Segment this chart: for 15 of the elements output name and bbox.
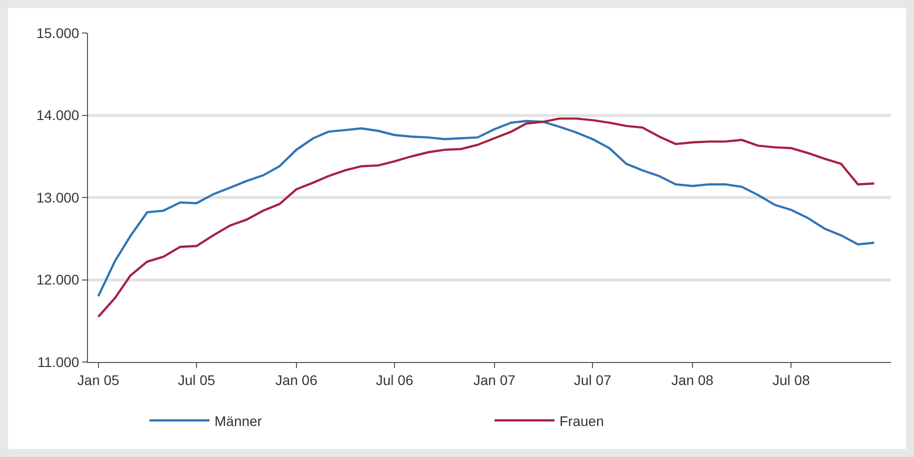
y-tick-label: 14.000 (36, 107, 80, 124)
y-tick-label: 13.000 (36, 189, 80, 206)
legend-label: Männer (214, 412, 262, 429)
y-tick-label: 15.000 (36, 24, 80, 41)
x-tick-label: Jul 07 (574, 372, 612, 388)
x-tick-label: Jul 08 (772, 372, 810, 388)
y-tick-label: 12.000 (36, 272, 80, 288)
x-tick-label: Jul 06 (376, 372, 414, 388)
x-tick-label: Jan 05 (77, 372, 120, 388)
x-tick-label: Jan 06 (275, 372, 318, 388)
y-tick-label: 11.000 (37, 354, 80, 370)
legend-label: Frauen (560, 412, 604, 429)
x-tick-label: Jan 07 (473, 372, 516, 388)
x-tick-label: Jan 08 (671, 372, 714, 388)
x-tick-label: Jul 05 (178, 372, 216, 388)
